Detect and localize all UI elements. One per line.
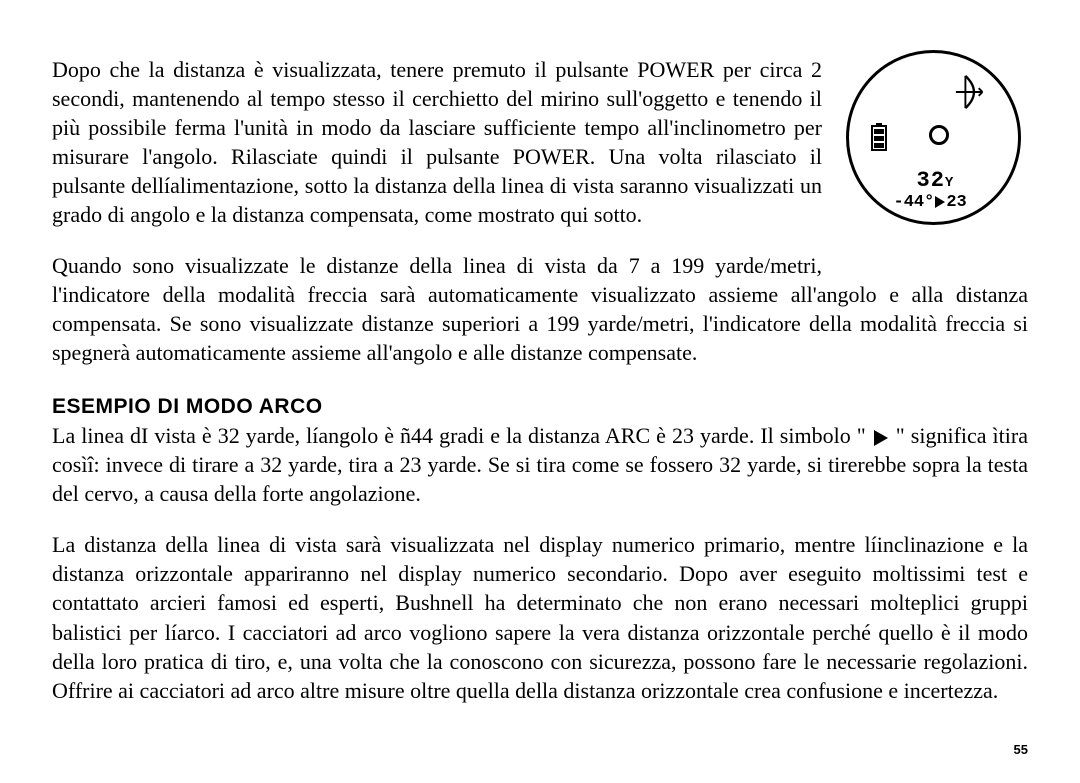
battery-icon (871, 123, 887, 151)
paragraph-2: Quando sono visualizzate le distanze del… (52, 251, 1028, 367)
page-content: 32Y -44° 23 Dopo che la distanza è visual… (52, 55, 1028, 705)
play-triangle-icon (874, 430, 888, 446)
distance-readout: 32Y (917, 168, 955, 193)
angle-value: -44° (894, 193, 935, 212)
paragraph-2-line1: Quando sono visualizzate le distanze del… (52, 251, 822, 280)
paragraph-1: Dopo che la distanza è visualizzata, ten… (52, 55, 822, 229)
paragraph-4: La distanza della linea di vista sarà vi… (52, 530, 1028, 704)
arc-value: 23 (946, 193, 966, 212)
distance-value: 32 (917, 168, 945, 193)
target-circle-icon (929, 125, 949, 145)
section-heading: ESEMPIO DI MODO ARCO (52, 395, 1028, 419)
page-number: 55 (1014, 742, 1028, 757)
distance-unit: Y (945, 175, 954, 191)
scope-circle: 32Y -44° 23 (846, 50, 1021, 225)
angle-readout: -44° 23 (894, 193, 967, 212)
play-triangle-icon (935, 196, 945, 208)
paragraph-3: La linea dI vista è 32 yarde, líangolo è… (52, 421, 1028, 508)
paragraph-2-rest: l'indicatore della modalità freccia sarà… (52, 280, 1028, 367)
bow-icon (954, 73, 992, 111)
paragraph-3-before: La linea dI vista è 32 yarde, líangolo è… (52, 423, 872, 448)
scope-diagram: 32Y -44° 23 (838, 50, 1028, 250)
